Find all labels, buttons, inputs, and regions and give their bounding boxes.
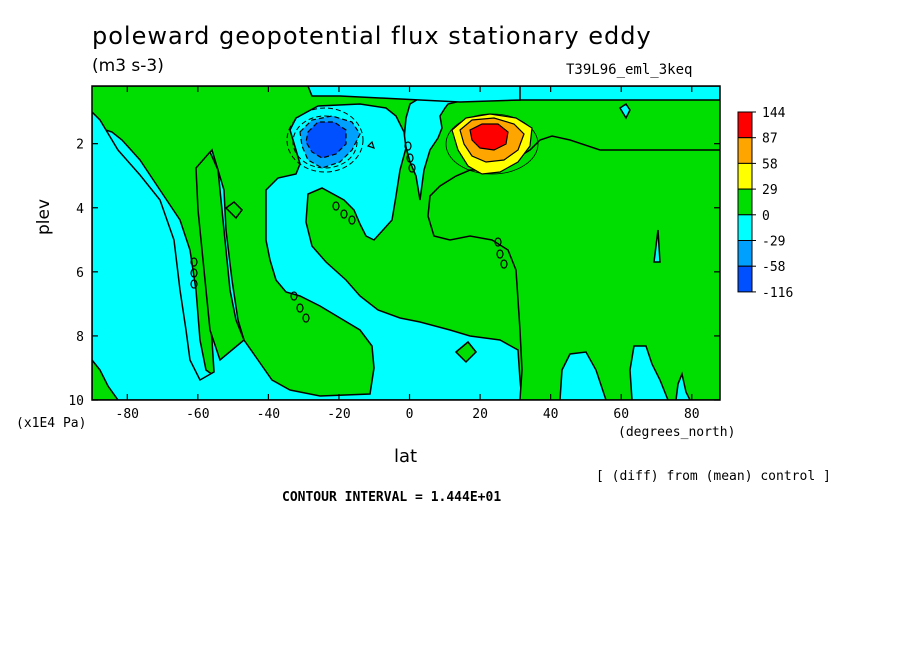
legend-label: -58 [762, 260, 785, 275]
positive-islands [92, 201, 243, 400]
x-tick-label: 20 [472, 407, 488, 422]
y-axis-label: plev [34, 198, 54, 235]
legend-swatch [737, 214, 753, 242]
diff-note: [ (diff) from (mean) control ] [596, 469, 831, 484]
legend: 144 87 58 29 0 -29 -58 -116 [737, 106, 793, 301]
legend-swatch [737, 111, 753, 139]
positive-region-right [427, 135, 720, 400]
negative-top-band [307, 86, 521, 103]
legend-label: 87 [762, 132, 778, 147]
plot-frame [91, 85, 721, 401]
positive-core-red [469, 123, 509, 151]
negative-core-inner [305, 121, 347, 159]
positive-tongue [195, 150, 245, 362]
negative-contour-mid [292, 115, 358, 169]
x-tick-label: -80 [116, 407, 139, 422]
y-tick-label: 6 [76, 266, 84, 281]
x-axis-label: lat [394, 446, 418, 467]
legend-swatch [737, 265, 753, 293]
legend-swatch [737, 240, 753, 267]
y-tick-label: 2 [76, 138, 84, 153]
x-tick-label: 40 [543, 407, 559, 422]
y-tick-label: 10 [68, 394, 84, 409]
x-axis-unit: (degrees_north) [618, 425, 736, 440]
positive-islet [454, 340, 478, 364]
y-axis-unit: (x1E4 Pa) [16, 416, 87, 431]
legend-swatch [737, 162, 753, 190]
legend-label: 29 [762, 183, 778, 198]
y-tick-label: 8 [76, 330, 84, 345]
x-tick-label: -40 [257, 407, 280, 422]
run-name: T39L96_eml_3keq [566, 62, 693, 78]
legend-swatch [737, 137, 753, 164]
negative-contour-outer [286, 107, 364, 173]
x-axis: -80 -60 -40 -20 0 20 40 60 80 [116, 86, 700, 422]
legend-swatch [737, 188, 753, 216]
contour-field [92, 86, 720, 400]
y-axis: 2 4 6 8 10 [68, 138, 720, 409]
chart-title: poleward geopotential flux stationary ed… [92, 22, 652, 50]
x-tick-label: 0 [406, 407, 414, 422]
y-tick-label: 4 [76, 202, 84, 217]
x-tick-label: 60 [613, 407, 629, 422]
small-contour-loops [190, 140, 508, 323]
x-tick-label: -60 [186, 407, 209, 422]
legend-label: 58 [762, 157, 778, 172]
legend-label: -116 [762, 286, 793, 301]
negative-pockets [559, 102, 691, 400]
contour-interval: CONTOUR INTERVAL = 1.444E+01 [282, 490, 502, 505]
chart-units: (m3 s-3) [92, 56, 164, 76]
legend-label: 0 [762, 209, 770, 224]
legend-label: -29 [762, 235, 785, 250]
x-tick-label: -20 [327, 407, 350, 422]
x-tick-label: 80 [684, 407, 700, 422]
legend-label: 144 [762, 106, 786, 121]
